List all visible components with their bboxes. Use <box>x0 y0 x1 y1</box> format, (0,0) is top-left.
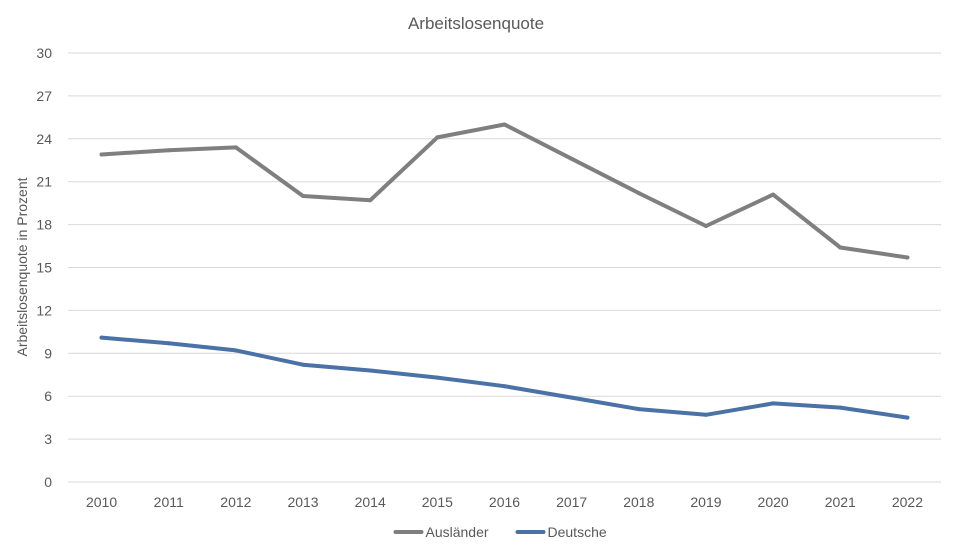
data-point <box>435 135 440 140</box>
chart-title: Arbeitslosenquote <box>408 14 544 33</box>
data-point <box>435 375 440 380</box>
y-tick-label: 24 <box>36 131 52 147</box>
data-point <box>703 412 708 417</box>
y-tick-label: 3 <box>44 431 52 447</box>
y-tick-label: 0 <box>44 474 52 490</box>
data-point <box>99 335 104 340</box>
y-tick-label: 15 <box>36 260 52 276</box>
x-tick-label: 2015 <box>422 494 453 510</box>
x-tick-label: 2019 <box>690 494 721 510</box>
data-point <box>569 395 574 400</box>
series-lines <box>99 122 910 420</box>
x-tick-label: 2018 <box>623 494 654 510</box>
x-tick-label: 2013 <box>287 494 318 510</box>
data-point <box>838 405 843 410</box>
data-point <box>368 198 373 203</box>
data-point <box>771 401 776 406</box>
data-point <box>233 348 238 353</box>
x-tick-label: 2022 <box>892 494 923 510</box>
data-point <box>99 152 104 157</box>
x-tick-label: 2020 <box>758 494 789 510</box>
x-tick-label: 2011 <box>154 494 184 510</box>
series-line-2 <box>99 335 910 420</box>
x-tick-label: 2017 <box>556 494 587 510</box>
gridlines <box>68 52 941 483</box>
data-point <box>502 384 507 389</box>
series-line-1 <box>99 122 910 260</box>
y-axis-title: Arbeitslosenquote in Prozent <box>14 177 30 356</box>
data-point <box>636 407 641 412</box>
y-tick-label: 21 <box>36 174 52 190</box>
data-point <box>233 145 238 150</box>
data-point <box>569 156 574 161</box>
data-point <box>301 194 306 198</box>
data-point <box>301 362 306 367</box>
legend-label: Deutsche <box>548 524 607 540</box>
x-tick-label: 2021 <box>825 494 856 510</box>
y-tick-label: 18 <box>36 217 52 233</box>
y-tick-label: 27 <box>36 88 52 104</box>
y-tick-label: 9 <box>44 345 52 361</box>
data-point <box>636 191 641 196</box>
legend-label: Ausländer <box>426 524 489 540</box>
data-point <box>905 415 910 420</box>
legend: Ausländer Deutsche <box>393 524 607 540</box>
y-tick-label: 12 <box>36 302 52 318</box>
y-axis-ticks: 0 3 6 9 12 15 18 21 24 27 30 <box>36 45 52 490</box>
y-tick-label: 30 <box>36 45 52 61</box>
data-point <box>166 148 171 153</box>
data-point <box>703 224 708 229</box>
data-point <box>166 341 171 346</box>
x-axis-ticks: 2010 2011 2012 2013 2014 2015 2016 2017 2018 2019… <box>86 494 923 510</box>
data-point <box>905 255 910 260</box>
data-point <box>368 368 373 373</box>
data-point <box>838 245 843 250</box>
x-tick-label: 2012 <box>220 494 251 510</box>
data-point <box>771 192 776 197</box>
y-tick-label: 6 <box>44 388 52 404</box>
x-tick-label: 2014 <box>355 494 386 510</box>
x-tick-label: 2010 <box>86 494 117 510</box>
data-point <box>502 122 507 127</box>
x-tick-label: 2016 <box>489 494 520 510</box>
